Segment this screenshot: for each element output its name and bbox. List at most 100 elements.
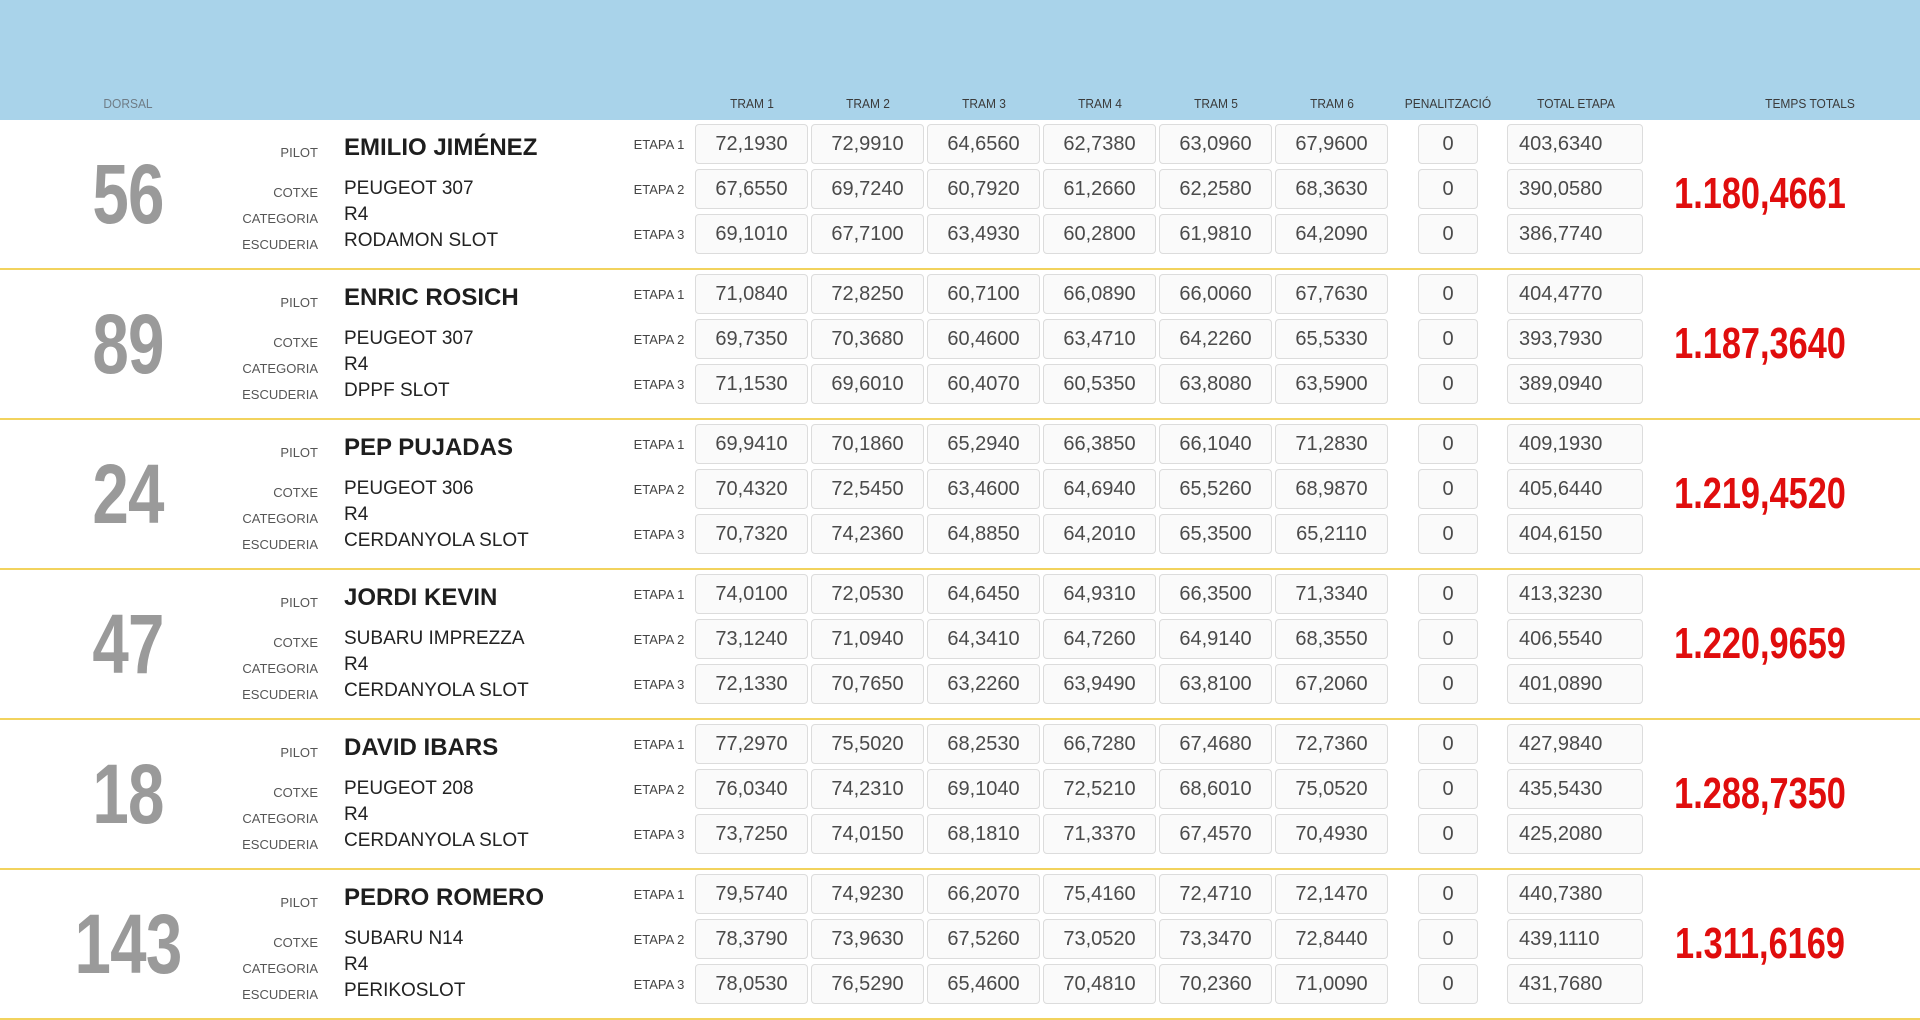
- col-header-dorsal: DORSAL: [103, 96, 153, 111]
- penalitzacio-value: 0: [1418, 964, 1478, 1004]
- total-etapa-value: 413,3230: [1507, 574, 1643, 614]
- tram-time: 65,4600: [927, 964, 1040, 1004]
- escuderia-label: ESCUDERIA: [242, 687, 318, 702]
- etapa-label: ETAPA 2: [633, 782, 685, 797]
- tram-time: 60,2800: [1043, 214, 1156, 254]
- etapa-label: ETAPA 3: [633, 527, 685, 542]
- dorsal-number: 47: [92, 597, 164, 691]
- categoria-label: CATEGORIA: [242, 361, 318, 376]
- etapa-label: ETAPA 3: [633, 827, 685, 842]
- etapa-label: ETAPA 1: [633, 137, 685, 152]
- tram-time: 70,7650: [811, 664, 924, 704]
- cotxe-value: SUBARU N14: [344, 928, 464, 949]
- categoria-label: CATEGORIA: [242, 511, 318, 526]
- col-header-tram-3: TRAM 3: [962, 96, 1006, 111]
- tram-time: 66,1040: [1159, 424, 1272, 464]
- temps-totals-value: 1.180,4661: [1674, 169, 1846, 218]
- tram-time: 60,7920: [927, 169, 1040, 209]
- tram-time: 69,9410: [695, 424, 808, 464]
- tram-time: 66,3500: [1159, 574, 1272, 614]
- tram-time: 60,5350: [1043, 364, 1156, 404]
- tram-time: 63,4930: [927, 214, 1040, 254]
- penalitzacio-value: 0: [1418, 769, 1478, 809]
- tram-time: 71,0090: [1275, 964, 1388, 1004]
- tram-time: 69,1010: [695, 214, 808, 254]
- tram-time: 64,6560: [927, 124, 1040, 164]
- cotxe-label: COTXE: [273, 635, 318, 650]
- pilot-label: PILOT: [280, 145, 318, 160]
- total-etapa-value: 386,7740: [1507, 214, 1643, 254]
- tram-time: 74,9230: [811, 874, 924, 914]
- col-header-tram-2: TRAM 2: [846, 96, 890, 111]
- dorsal-number: 24: [92, 447, 164, 541]
- total-etapa-value: 389,0940: [1507, 364, 1643, 404]
- temps-totals-value: 1.187,3640: [1674, 319, 1846, 368]
- entry-row: 56 PILOT EMILIO JIMÉNEZ COTXE PEUGEOT 307 CAT…: [0, 120, 1920, 270]
- tram-time: 64,2090: [1275, 214, 1388, 254]
- cotxe-label: COTXE: [273, 335, 318, 350]
- tram-time: 68,3630: [1275, 169, 1388, 209]
- col-header-tram-5: TRAM 5: [1194, 96, 1238, 111]
- tram-time: 63,4710: [1043, 319, 1156, 359]
- penalitzacio-value: 0: [1418, 919, 1478, 959]
- tram-time: 72,7360: [1275, 724, 1388, 764]
- tram-time: 64,9140: [1159, 619, 1272, 659]
- tram-time: 76,5290: [811, 964, 924, 1004]
- tram-time: 75,4160: [1043, 874, 1156, 914]
- pilot-name: JORDI KEVIN: [344, 584, 498, 611]
- tram-time: 77,2970: [695, 724, 808, 764]
- dorsal-number: 89: [92, 297, 164, 391]
- penalitzacio-value: 0: [1418, 214, 1478, 254]
- escuderia-label: ESCUDERIA: [242, 987, 318, 1002]
- tram-time: 66,0890: [1043, 274, 1156, 314]
- results-list: 56 PILOT EMILIO JIMÉNEZ COTXE PEUGEOT 307 CAT…: [0, 120, 1920, 1020]
- cotxe-label: COTXE: [273, 935, 318, 950]
- total-etapa-value: 435,5430: [1507, 769, 1643, 809]
- penalitzacio-value: 0: [1418, 814, 1478, 854]
- tram-time: 66,3850: [1043, 424, 1156, 464]
- etapa-label: ETAPA 3: [633, 377, 685, 392]
- tram-time: 65,2940: [927, 424, 1040, 464]
- tram-time: 73,9630: [811, 919, 924, 959]
- tram-time: 72,1470: [1275, 874, 1388, 914]
- tram-time: 68,2530: [927, 724, 1040, 764]
- total-etapa-value: 431,7680: [1507, 964, 1643, 1004]
- categoria-value: R4: [344, 504, 369, 525]
- total-etapa-value: 439,1110: [1507, 919, 1643, 959]
- penalitzacio-value: 0: [1418, 469, 1478, 509]
- tram-time: 68,1810: [927, 814, 1040, 854]
- tram-time: 70,4320: [695, 469, 808, 509]
- total-etapa-value: 390,0580: [1507, 169, 1643, 209]
- tram-time: 72,4710: [1159, 874, 1272, 914]
- etapa-label: ETAPA 3: [633, 677, 685, 692]
- tram-time: 65,3500: [1159, 514, 1272, 554]
- etapa-label: ETAPA 1: [633, 887, 685, 902]
- cotxe-label: COTXE: [273, 185, 318, 200]
- entry-row: 47 PILOT JORDI KEVIN COTXE SUBARU IMPREZZA CA…: [0, 570, 1920, 720]
- tram-time: 64,3410: [927, 619, 1040, 659]
- penalitzacio-value: 0: [1418, 169, 1478, 209]
- tram-time: 72,1330: [695, 664, 808, 704]
- escuderia-value: PERIKOSLOT: [344, 980, 466, 1001]
- penalitzacio-value: 0: [1418, 574, 1478, 614]
- col-header-tram-1: TRAM 1: [730, 96, 774, 111]
- penalitzacio-value: 0: [1418, 319, 1478, 359]
- pilot-name: ENRIC ROSICH: [344, 284, 519, 311]
- etapa-label: ETAPA 1: [633, 587, 685, 602]
- tram-time: 71,0940: [811, 619, 924, 659]
- tram-time: 70,4810: [1043, 964, 1156, 1004]
- tram-time: 65,5330: [1275, 319, 1388, 359]
- pilot-name: PEDRO ROMERO: [344, 884, 545, 911]
- tram-time: 68,3550: [1275, 619, 1388, 659]
- tram-time: 72,0530: [811, 574, 924, 614]
- tram-time: 70,7320: [695, 514, 808, 554]
- col-header-penalitzacio: PENALITZACIÓ: [1404, 96, 1492, 111]
- tram-time: 61,2660: [1043, 169, 1156, 209]
- categoria-value: R4: [344, 804, 369, 825]
- tram-time: 73,3470: [1159, 919, 1272, 959]
- total-etapa-value: 404,6150: [1507, 514, 1643, 554]
- tram-time: 67,4680: [1159, 724, 1272, 764]
- tram-time: 70,2360: [1159, 964, 1272, 1004]
- col-header-temps-totals: TEMPS TOTALS: [1765, 96, 1855, 111]
- col-header-tram-6: TRAM 6: [1310, 96, 1354, 111]
